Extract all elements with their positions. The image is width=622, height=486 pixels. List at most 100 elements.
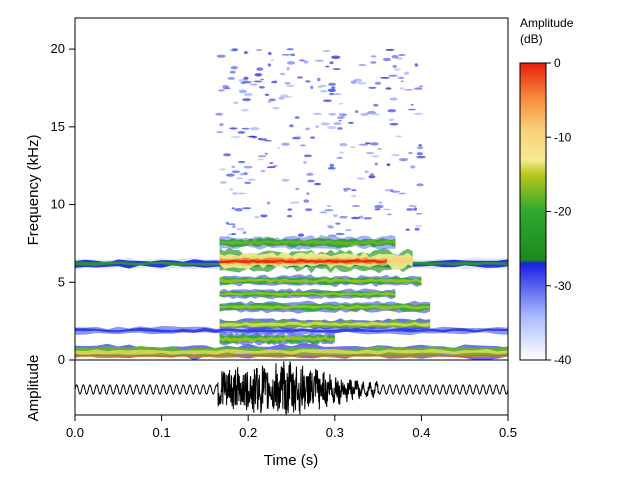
spectral-speckle (229, 70, 236, 74)
spectral-speckle (332, 68, 341, 71)
spectral-speckle (276, 147, 281, 149)
spectrogram-heatmap (75, 48, 508, 360)
spectral-speckle (241, 127, 250, 130)
spectral-speckle (237, 131, 246, 134)
spectral-speckle (297, 76, 303, 79)
spectral-speckle (328, 113, 337, 116)
spectral-speckle (354, 110, 359, 114)
spectral-speckle (303, 60, 309, 64)
spectral-speckle (236, 177, 243, 180)
spectral-speckle (363, 217, 373, 220)
plot-frame (74, 17, 509, 416)
spectral-speckle (415, 212, 423, 215)
spectral-speckle (337, 112, 346, 115)
spectral-speckle (267, 51, 272, 56)
spectral-speckle (314, 182, 322, 186)
spectral-contour (75, 348, 508, 355)
spectral-speckle (418, 85, 424, 88)
spectral-speckle (389, 122, 399, 126)
spectral-band (219, 331, 335, 346)
x-axis-label: Time (s) (264, 452, 318, 469)
spectral-speckle (310, 136, 316, 139)
spectral-speckle (328, 82, 337, 86)
spectral-speckle (231, 207, 235, 210)
spectral-speckle (270, 59, 274, 62)
spectral-speckle (416, 152, 424, 156)
spectral-speckle (413, 207, 418, 211)
spectral-speckle (242, 98, 251, 102)
spectral-speckle (269, 161, 274, 165)
spectral-speckle (374, 204, 384, 209)
spectral-speckle (258, 137, 262, 140)
spectral-band (215, 48, 426, 237)
spectral-speckle (394, 68, 401, 71)
spectral-speckle (389, 188, 394, 193)
spectral-speckle (260, 170, 266, 173)
spectral-band (75, 343, 508, 360)
spectral-speckle (286, 67, 290, 71)
spectral-speckle (238, 160, 246, 163)
spectral-speckle (370, 113, 380, 116)
spectral-speckle (329, 61, 334, 65)
x-tick-label: 0.0 (66, 425, 84, 440)
spectral-speckle (370, 55, 377, 58)
spectral-speckle (398, 192, 406, 195)
spectral-speckle (233, 101, 239, 105)
spectral-speckle (242, 80, 252, 84)
spectral-speckle (335, 222, 341, 225)
spectral-speckle (377, 147, 382, 150)
spectral-speckle (408, 205, 417, 207)
spectral-speckle (388, 74, 398, 77)
spectral-speckle (286, 61, 296, 65)
spectral-speckle (327, 225, 335, 229)
spectral-contour (75, 354, 508, 357)
spectral-speckle (303, 161, 307, 164)
spectral-speckle (257, 155, 267, 158)
colorbar-tick-label: -40 (554, 353, 572, 367)
waveform-axis-label: Amplitude (25, 355, 42, 422)
spectral-speckle (263, 140, 273, 142)
spectral-speckle (374, 162, 378, 166)
spectral-speckle (326, 204, 332, 208)
y-tick-label: 15 (51, 119, 65, 134)
spectral-speckle (291, 201, 299, 204)
spectral-band (219, 300, 431, 314)
x-tick-label: 0.3 (326, 425, 344, 440)
spectral-speckle (305, 127, 311, 131)
spectral-speckle (257, 158, 264, 161)
spectral-band (219, 255, 387, 267)
spectral-speckle (232, 192, 239, 195)
spectral-speckle (239, 172, 247, 176)
colorbar-unit: (dB) (520, 32, 543, 46)
spectral-speckle (216, 131, 224, 133)
spectral-speckle (338, 119, 342, 122)
spectral-speckle (383, 208, 391, 211)
spectral-contour (219, 278, 422, 284)
spectral-speckle (368, 175, 376, 179)
spectral-speckle (320, 89, 328, 93)
spectral-speckle (358, 143, 369, 146)
spectral-speckle (331, 55, 341, 59)
spectral-speckle (418, 144, 422, 147)
spectral-speckle (267, 100, 272, 104)
spectral-speckle (230, 136, 241, 138)
spectral-speckle (339, 142, 348, 147)
spectral-speckle (248, 135, 256, 138)
spectral-speckle (374, 208, 381, 211)
spectral-speckle (351, 189, 357, 192)
spectral-speckle (236, 227, 246, 231)
spectral-speckle (299, 144, 306, 147)
spectral-speckle (405, 228, 410, 231)
spectral-speckle (289, 202, 294, 205)
spectral-speckle (345, 229, 352, 232)
x-tick-label: 0.2 (239, 425, 257, 440)
spectral-speckle (242, 231, 247, 234)
colorbar-tick-label: -20 (554, 205, 572, 219)
spectral-speckle (333, 122, 342, 125)
spectral-speckle (258, 86, 265, 89)
spectral-speckle (303, 199, 310, 203)
spectral-band (219, 318, 431, 331)
spectral-speckle (303, 154, 312, 158)
